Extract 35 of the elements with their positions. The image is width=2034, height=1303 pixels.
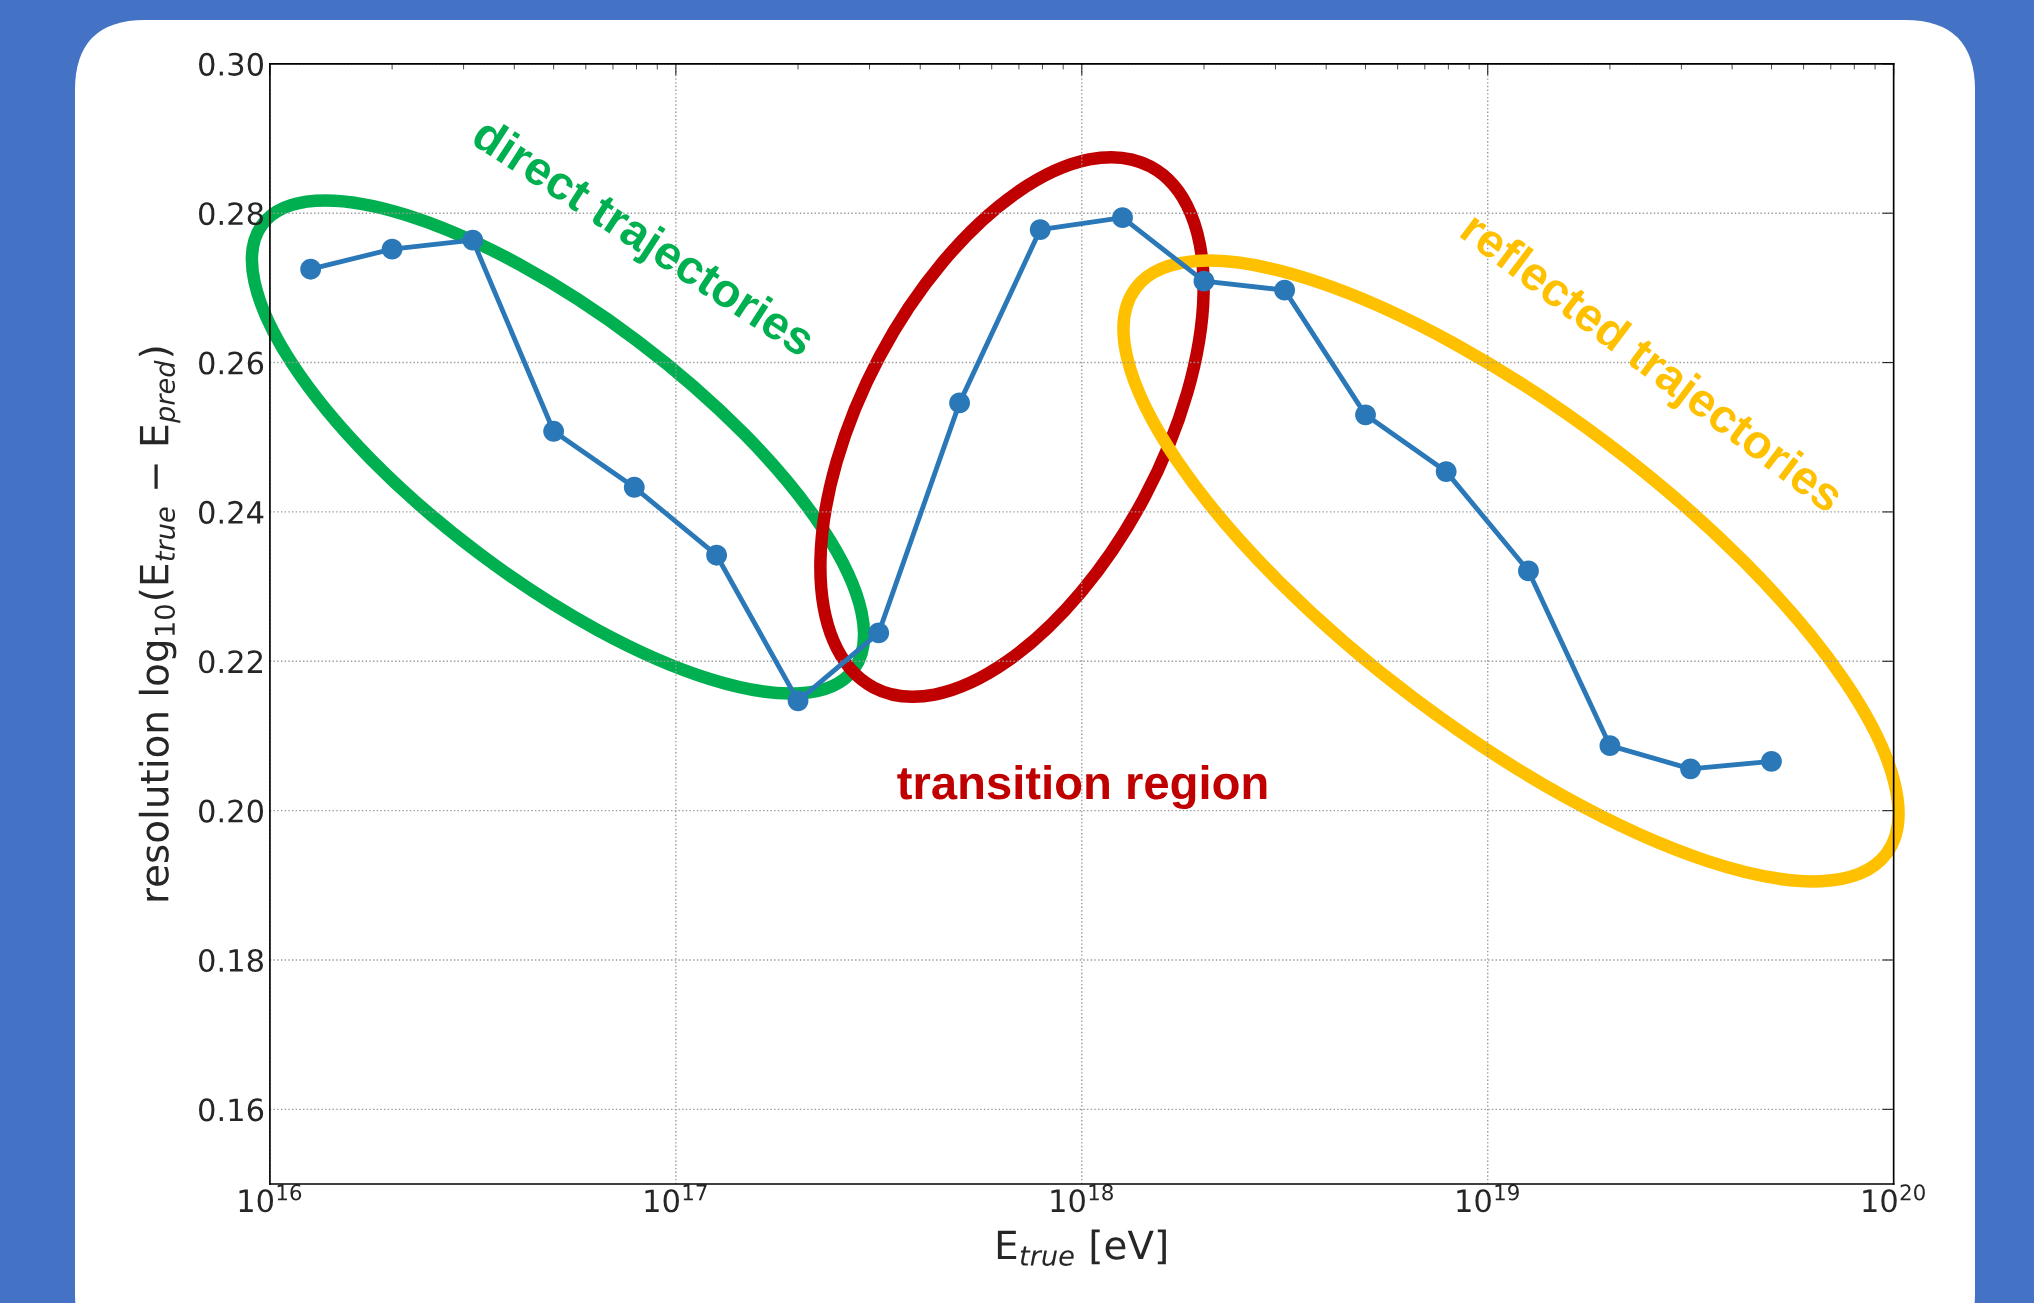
point	[623, 476, 645, 498]
x-tick-label: 10$^{18}$	[1051, 1184, 1113, 1213]
point	[1435, 461, 1457, 483]
y-tick-label: 0.30	[199, 52, 264, 76]
x-tick-label: 10$^{20}$	[1863, 1184, 1925, 1213]
point	[1680, 758, 1701, 780]
x-tick-label: 10$^{16}$	[239, 1184, 302, 1213]
point	[949, 392, 970, 414]
point	[1761, 750, 1782, 772]
y-tick-label: 0.22	[199, 650, 262, 674]
point	[1355, 404, 1376, 426]
x-tick-label: 10$^{17}$	[645, 1184, 707, 1213]
y-tick-label: 0.24	[199, 500, 264, 524]
annotation: transition region	[897, 764, 1267, 810]
point	[787, 690, 809, 712]
y-tick-label: 0.20	[199, 799, 264, 823]
point	[1029, 219, 1051, 241]
point	[1274, 279, 1296, 301]
point	[1599, 735, 1621, 757]
point	[381, 238, 403, 260]
point	[462, 229, 484, 251]
x-tick-label: 10$^{19}$	[1457, 1184, 1519, 1213]
x-axis-title: E$_{true}$ [eV]	[997, 1229, 1166, 1266]
point	[868, 622, 890, 644]
y-tick-label: 0.28	[199, 202, 263, 226]
point	[706, 544, 728, 566]
y-tick-label: 0.26	[199, 351, 264, 375]
y-tick-label: 0.18	[199, 948, 263, 973]
point	[300, 258, 322, 280]
point	[543, 420, 565, 442]
point	[1518, 560, 1539, 582]
y-axis-title: resolution log$_{10}$(E$_{true}$ − E$_{pred}$)	[138, 347, 181, 901]
point	[1112, 207, 1133, 229]
y-tick-label: 0.16	[199, 1098, 264, 1122]
point	[1193, 270, 1215, 292]
